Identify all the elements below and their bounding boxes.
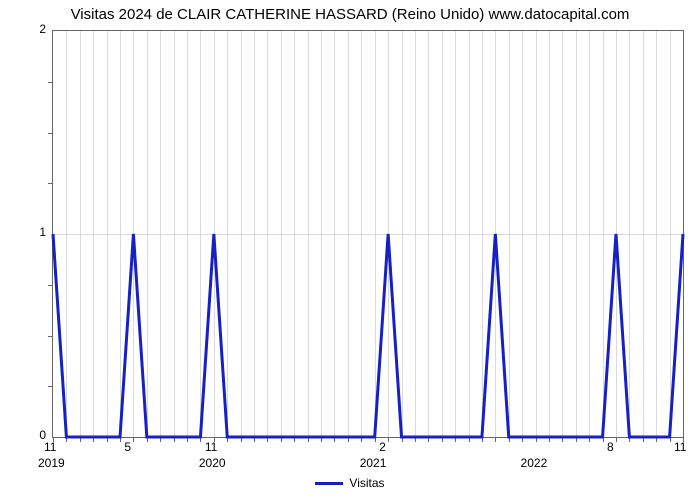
x-tick-label: 5 <box>124 440 131 454</box>
x-tick-label: 2 <box>379 440 386 454</box>
legend: Visitas <box>0 476 700 490</box>
x-tick <box>495 437 496 442</box>
x-year-label: 2019 <box>38 456 65 470</box>
legend-label: Visitas <box>349 476 384 490</box>
chart-container: Visitas 2024 de CLAIR CATHERINE HASSARD … <box>0 0 700 500</box>
x-tick-label: 11 <box>44 440 56 454</box>
plot-area <box>52 30 684 438</box>
x-year-label: 2021 <box>360 456 387 470</box>
x-tick <box>133 437 134 442</box>
x-tick-label: 8 <box>607 440 614 454</box>
x-tick-label: 11 <box>674 440 686 454</box>
x-tick <box>616 437 617 442</box>
y-tick-label: 1 <box>39 225 46 239</box>
y-tick-label: 2 <box>39 22 46 36</box>
chart-title: Visitas 2024 de CLAIR CATHERINE HASSARD … <box>0 0 700 23</box>
legend-swatch <box>315 482 343 485</box>
x-year-label: 2020 <box>199 456 226 470</box>
x-tick-label: 11 <box>205 440 217 454</box>
x-year-label: 2022 <box>521 456 548 470</box>
x-tick <box>388 437 389 442</box>
series-line <box>53 31 683 437</box>
